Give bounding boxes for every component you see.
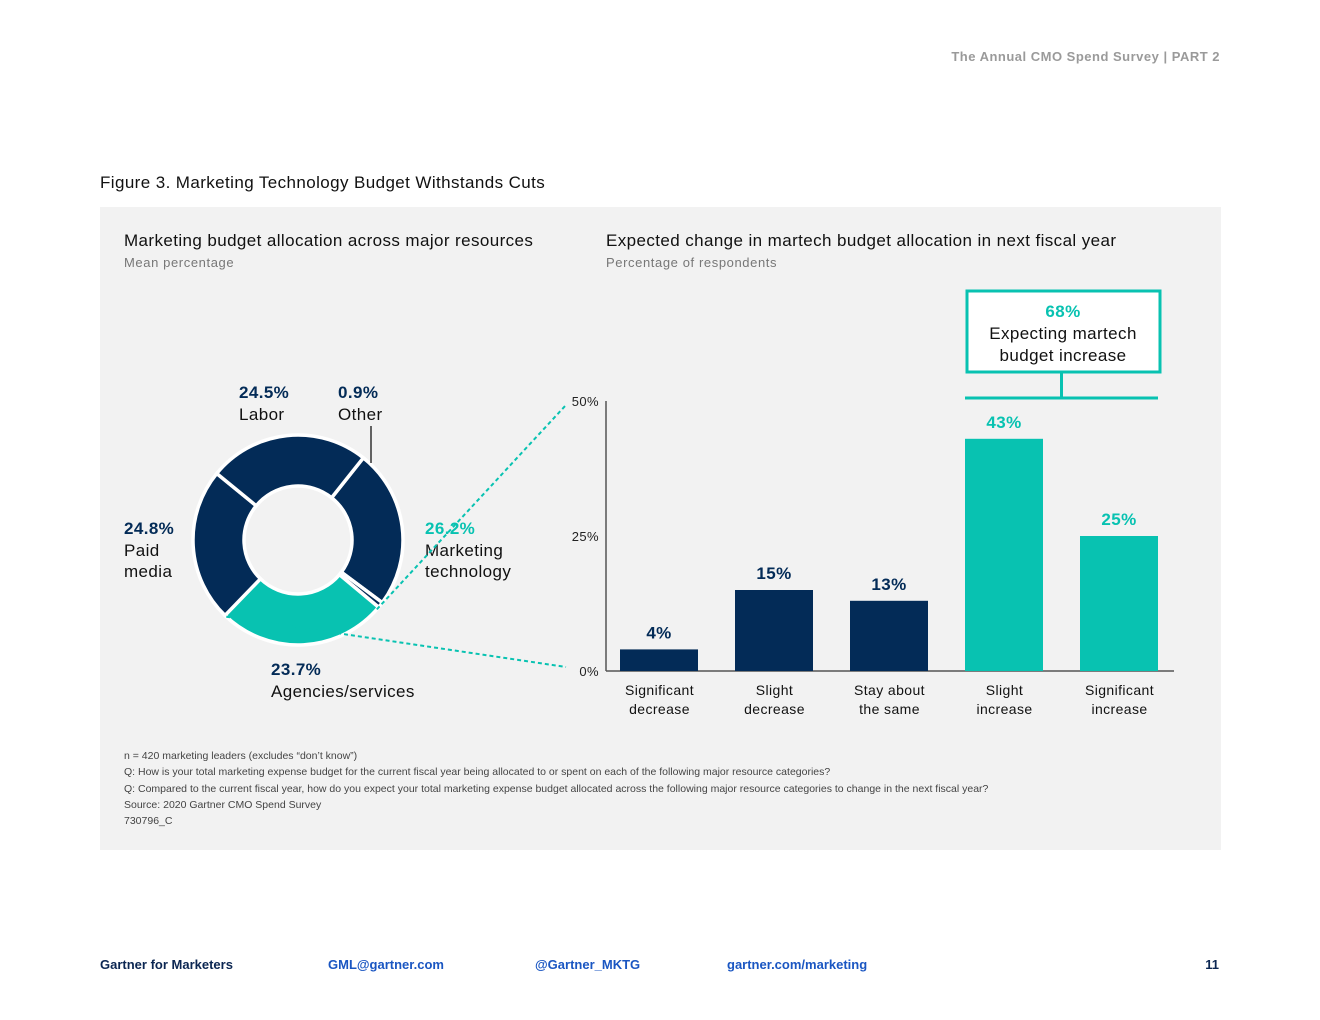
donut-slice-labor <box>329 455 405 606</box>
bar-2 <box>735 590 813 671</box>
note-question-1: Q: How is your total marketing expense b… <box>124 766 831 779</box>
note-source: Source: 2020 Gartner CMO Spend Survey <box>124 798 322 811</box>
x-category-label-2-line-1: Slight <box>756 682 793 698</box>
note-question-2: Q: Compared to the current fiscal year, … <box>124 782 989 795</box>
y-tick-label-25: 25% <box>572 529 599 544</box>
bar-value-label-5: 25% <box>1101 510 1136 529</box>
note-figure-id: 730796_C <box>124 815 173 828</box>
donut-slice-agencies-services <box>191 471 263 618</box>
slice-value-other: 0.9% <box>338 383 378 402</box>
bar-value-label-4: 43% <box>986 413 1021 432</box>
slice-label-labor: Labor <box>239 405 284 424</box>
donut-slice-marketing-technology <box>222 572 382 647</box>
martech-connector-bottom <box>226 615 567 668</box>
bar-value-label-2: 15% <box>756 564 791 583</box>
slice-value-marketing-technology: 26.2% <box>425 519 475 538</box>
increase-callout-box <box>965 289 1162 374</box>
chart-notes: n = 420 marketing leaders (excludes “don… <box>124 748 988 829</box>
y-tick-label-50: 50% <box>572 394 599 409</box>
slice-value-labor: 24.5% <box>239 383 289 402</box>
donut-chart-title: Marketing budget allocation across major… <box>124 231 534 250</box>
slice-label-paid-media: Paid media <box>124 541 172 581</box>
x-category-label-3-line-2: the same <box>859 701 920 717</box>
slice-label-agencies-services: Agencies/services <box>271 682 415 701</box>
bar-1 <box>620 649 698 671</box>
slice-label-marketing-technology: Marketing technology <box>425 541 511 581</box>
martech-connector-top <box>376 404 567 611</box>
x-category-label-4-line-1: Slight <box>986 682 1023 698</box>
slice-value-agencies-services: 23.7% <box>271 660 321 679</box>
footer-brand: Gartner for Marketers <box>100 957 233 972</box>
bar-value-label-3: 13% <box>871 575 906 594</box>
donut-chart-subtitle: Mean percentage <box>124 255 235 270</box>
slice-label-other: Other <box>338 405 383 424</box>
increase-callout-text-2: budget increase <box>1000 346 1127 365</box>
y-tick-label-0: 0% <box>579 664 599 679</box>
bar-3 <box>850 600 928 671</box>
figure-title: Figure 3. Marketing Technology Budget Wi… <box>100 173 546 192</box>
x-category-label-1-line-1: Significant <box>625 682 694 698</box>
bar-value-label-1: 4% <box>646 623 671 642</box>
footer-email-link[interactable]: GML@gartner.com <box>328 957 444 972</box>
x-category-label-3-line-1: Stay about <box>854 682 925 698</box>
bar-chart-title: Expected change in martech budget alloca… <box>606 231 1117 250</box>
bar-4 <box>965 438 1043 671</box>
increase-callout-text-1: Expecting martech <box>989 324 1137 343</box>
slice-value-paid-media: 24.8% <box>124 519 174 538</box>
bar-chart-subtitle: Percentage of respondents <box>606 255 778 270</box>
x-category-label-1-line-2: decrease <box>629 701 690 717</box>
x-category-label-2-line-2: decrease <box>744 701 805 717</box>
document-header: The Annual CMO Spend Survey | PART 2 <box>951 49 1220 64</box>
x-category-label-5-line-2: increase <box>1091 701 1147 717</box>
x-category-label-5-line-1: Significant <box>1085 682 1154 698</box>
x-category-label-4-line-2: increase <box>976 701 1032 717</box>
footer-website-link[interactable]: gartner.com/marketing <box>727 957 868 972</box>
bar-5 <box>1080 536 1158 671</box>
donut-slice-paid-media <box>214 433 366 509</box>
footer-twitter-link[interactable]: @Gartner_MKTG <box>535 957 641 972</box>
increase-callout-value: 68% <box>1045 302 1080 321</box>
page-number: 11 <box>1205 957 1219 972</box>
note-sample-size: n = 420 marketing leaders (excludes “don… <box>124 750 358 762</box>
